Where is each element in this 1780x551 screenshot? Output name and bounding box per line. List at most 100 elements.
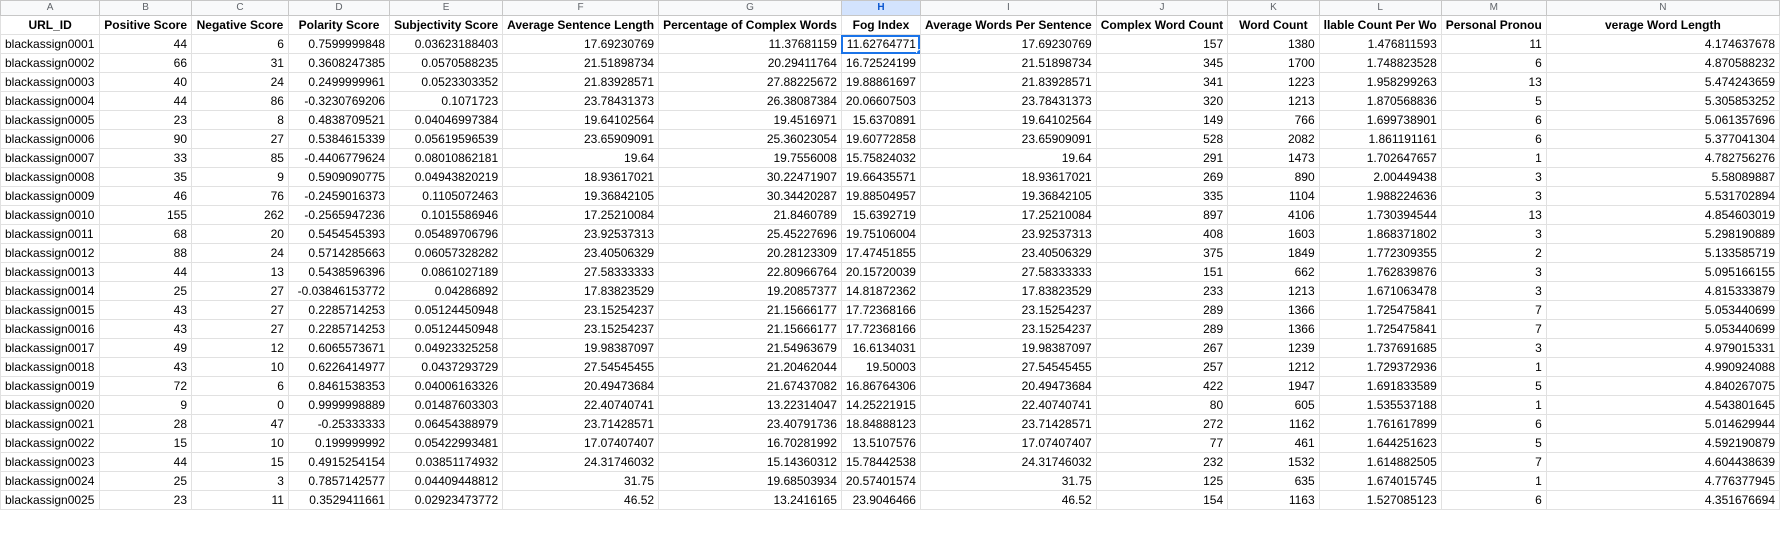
data-cell[interactable]: 24 xyxy=(191,243,289,263)
column-letter-a[interactable]: A xyxy=(0,0,101,16)
data-cell[interactable]: 20.57401574 xyxy=(840,471,921,491)
url-id-cell[interactable]: blackassign0003 xyxy=(0,72,101,92)
data-cell[interactable]: 0.2499999961 xyxy=(287,72,391,92)
data-cell[interactable]: 5.014629944 xyxy=(1545,414,1780,434)
data-cell[interactable]: 27.58333333 xyxy=(502,262,660,282)
data-cell[interactable]: 4.854603019 xyxy=(1545,205,1780,225)
data-cell[interactable]: 4.782756276 xyxy=(1545,148,1780,168)
data-cell[interactable]: 77 xyxy=(1095,433,1229,453)
data-cell[interactable]: 23.71428571 xyxy=(919,414,1097,434)
url-id-cell[interactable]: blackassign0018 xyxy=(0,357,101,377)
url-id-cell[interactable]: blackassign0019 xyxy=(0,376,101,396)
data-cell[interactable]: 341 xyxy=(1095,72,1229,92)
data-cell[interactable]: 40 xyxy=(99,72,192,92)
data-cell[interactable]: 320 xyxy=(1095,91,1229,111)
data-cell[interactable]: 0.02923473772 xyxy=(389,490,504,510)
data-cell[interactable]: 21.20462044 xyxy=(658,357,842,377)
data-cell[interactable]: 1 xyxy=(1440,395,1547,415)
data-cell[interactable]: 23.15254237 xyxy=(919,319,1097,339)
data-cell[interactable]: 26.38087384 xyxy=(658,91,842,111)
data-cell[interactable]: 23.40506329 xyxy=(502,243,660,263)
data-cell[interactable]: 0.7599999848 xyxy=(287,34,391,54)
data-cell[interactable]: 72 xyxy=(99,376,192,396)
data-cell[interactable]: 19.60772858 xyxy=(840,129,921,149)
data-cell[interactable]: 31.75 xyxy=(502,471,660,491)
data-cell[interactable]: 1104 xyxy=(1227,186,1320,206)
data-cell[interactable]: 461 xyxy=(1227,433,1320,453)
data-cell[interactable]: 0.1071723 xyxy=(389,91,504,111)
data-cell[interactable]: 3 xyxy=(1440,281,1547,301)
data-cell[interactable]: 1.725475841 xyxy=(1318,319,1442,339)
data-cell[interactable]: 23.15254237 xyxy=(502,300,660,320)
data-cell[interactable]: 23.15254237 xyxy=(502,319,660,339)
url-id-cell[interactable]: blackassign0006 xyxy=(0,129,101,149)
data-cell[interactable]: 5.474243659 xyxy=(1545,72,1780,92)
data-cell[interactable]: 31 xyxy=(191,53,289,73)
column-letter-m[interactable]: M xyxy=(1440,0,1547,16)
data-cell[interactable]: 23 xyxy=(99,490,192,510)
data-cell[interactable]: 33 xyxy=(99,148,192,168)
data-cell[interactable]: 154 xyxy=(1095,490,1229,510)
data-cell[interactable]: 5.531702894 xyxy=(1545,186,1780,206)
data-cell[interactable]: 1163 xyxy=(1227,490,1320,510)
data-cell[interactable]: 3 xyxy=(1440,262,1547,282)
data-cell[interactable]: 21.83928571 xyxy=(502,72,660,92)
data-cell[interactable]: 1.527085123 xyxy=(1318,490,1442,510)
data-cell[interactable]: 1532 xyxy=(1227,452,1320,472)
data-cell[interactable]: 22.80966764 xyxy=(658,262,842,282)
data-cell[interactable]: 19.50003 xyxy=(840,357,921,377)
column-letter-j[interactable]: J xyxy=(1095,0,1229,16)
data-cell[interactable]: 15.14360312 xyxy=(658,452,842,472)
data-cell[interactable]: 7 xyxy=(1440,319,1547,339)
column-letter-f[interactable]: F xyxy=(502,0,660,16)
header-cell[interactable]: llable Count Per Wo xyxy=(1318,15,1442,35)
data-cell[interactable]: 23.15254237 xyxy=(919,300,1097,320)
header-cell[interactable]: Negative Score xyxy=(191,15,289,35)
data-cell[interactable]: 6 xyxy=(191,376,289,396)
data-cell[interactable]: 27 xyxy=(191,319,289,339)
url-id-cell[interactable]: blackassign0007 xyxy=(0,148,101,168)
data-cell[interactable]: 1.988224636 xyxy=(1318,186,1442,206)
data-cell[interactable]: 0.04046997384 xyxy=(389,110,504,130)
data-cell[interactable]: 262 xyxy=(191,205,289,225)
data-cell[interactable]: 27.54545455 xyxy=(502,357,660,377)
data-cell[interactable]: 17.07407407 xyxy=(502,433,660,453)
data-cell[interactable]: 1.644251623 xyxy=(1318,433,1442,453)
url-id-cell[interactable]: blackassign0024 xyxy=(0,471,101,491)
data-cell[interactable]: 47 xyxy=(191,414,289,434)
data-cell[interactable]: 23.78431373 xyxy=(919,91,1097,111)
data-cell[interactable]: 157 xyxy=(1095,34,1229,54)
data-cell[interactable]: 13.2416165 xyxy=(658,490,842,510)
data-cell[interactable]: 15.78442538 xyxy=(840,452,921,472)
data-cell[interactable]: 2.00449438 xyxy=(1318,167,1442,187)
data-cell[interactable]: 4.776377945 xyxy=(1545,471,1780,491)
data-cell[interactable]: 1700 xyxy=(1227,53,1320,73)
data-cell[interactable]: 0.4915254154 xyxy=(287,452,391,472)
data-cell[interactable]: 15.6370891 xyxy=(840,110,921,130)
data-cell[interactable]: 5 xyxy=(1440,433,1547,453)
data-cell[interactable]: 1212 xyxy=(1227,357,1320,377)
data-cell[interactable]: 44 xyxy=(99,34,192,54)
data-cell[interactable]: 14.81872362 xyxy=(840,281,921,301)
data-cell[interactable]: 0.5454545393 xyxy=(287,224,391,244)
data-cell[interactable]: 20.49473684 xyxy=(502,376,660,396)
data-cell[interactable]: 4.543801645 xyxy=(1545,395,1780,415)
data-cell[interactable]: 3 xyxy=(1440,338,1547,358)
data-cell[interactable]: 46.52 xyxy=(502,490,660,510)
column-letter-g[interactable]: G xyxy=(658,0,842,16)
data-cell[interactable]: 20.49473684 xyxy=(919,376,1097,396)
data-cell[interactable]: 16.70281992 xyxy=(658,433,842,453)
data-cell[interactable]: 0.9999998889 xyxy=(287,395,391,415)
data-cell[interactable]: 0.2285714253 xyxy=(287,300,391,320)
url-id-cell[interactable]: blackassign0008 xyxy=(0,167,101,187)
data-cell[interactable]: 232 xyxy=(1095,452,1229,472)
active-cell[interactable]: 11.62764771 xyxy=(840,34,921,54)
data-cell[interactable]: 21.51898734 xyxy=(502,53,660,73)
data-cell[interactable]: 13.22314047 xyxy=(658,395,842,415)
data-cell[interactable]: 11 xyxy=(1440,34,1547,54)
data-cell[interactable]: 1 xyxy=(1440,148,1547,168)
data-cell[interactable]: 0.8461538353 xyxy=(287,376,391,396)
column-letter-d[interactable]: D xyxy=(287,0,391,16)
data-cell[interactable]: 19.36842105 xyxy=(919,186,1097,206)
data-cell[interactable]: 5.377041304 xyxy=(1545,129,1780,149)
